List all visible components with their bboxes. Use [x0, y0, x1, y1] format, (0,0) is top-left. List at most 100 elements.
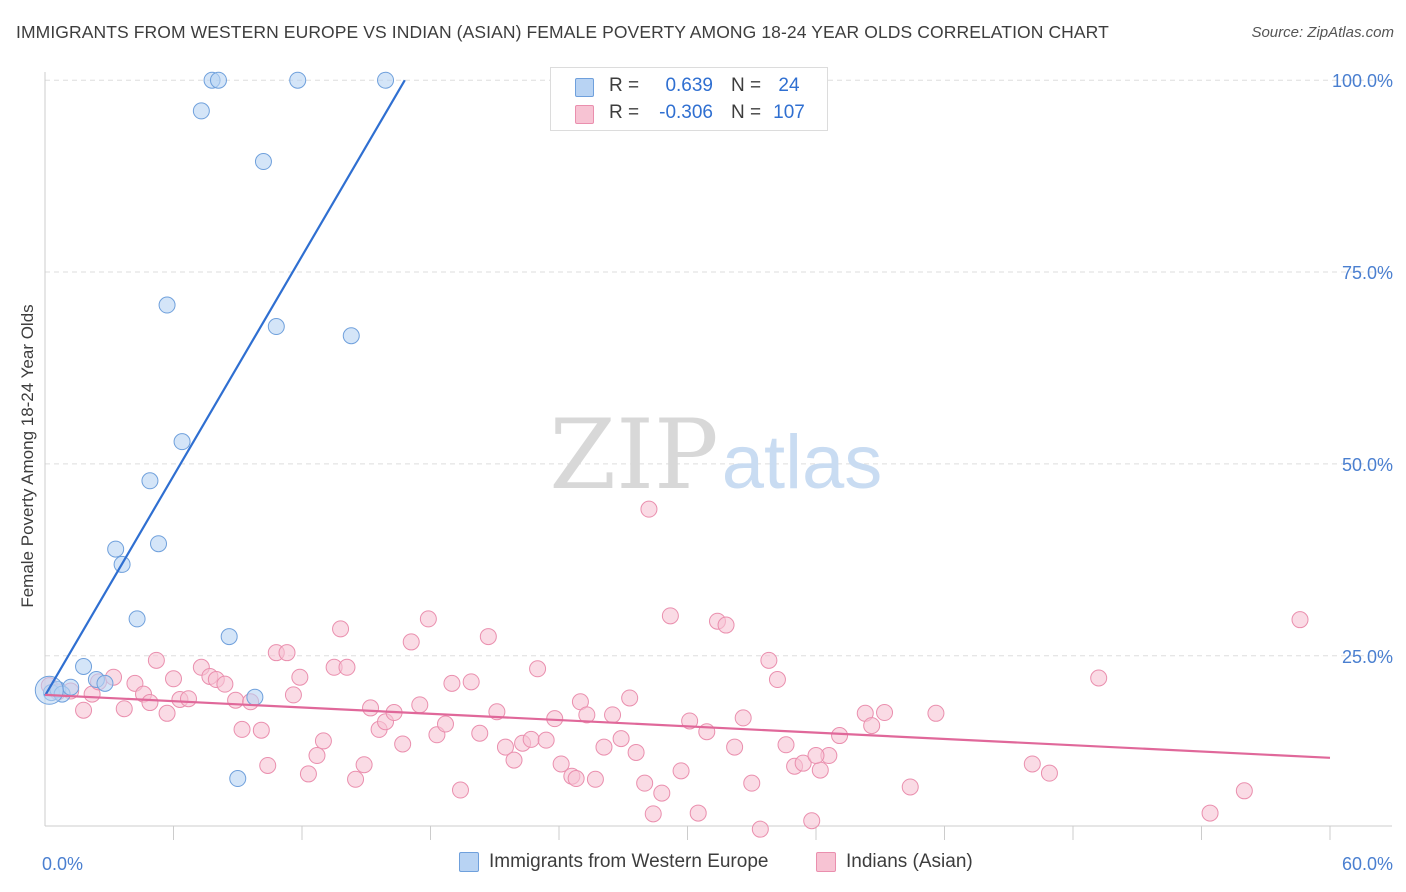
data-point [419, 610, 437, 628]
data-point [462, 673, 480, 691]
grid-lines [45, 79, 1392, 657]
data-point [768, 671, 786, 689]
stats-n-label: N = [731, 102, 762, 123]
data-point [150, 535, 168, 553]
chart-title: IMMIGRANTS FROM WESTERN EUROPE VS INDIAN… [16, 22, 1109, 42]
legend-label-indians: Indians (Asian) [846, 851, 973, 872]
data-point [254, 153, 272, 171]
data-point [362, 699, 380, 717]
x-tick-label: 60.0% [1342, 854, 1393, 874]
data-point [552, 755, 570, 773]
data-point [807, 747, 825, 765]
data-point [627, 743, 645, 761]
data-point [377, 71, 395, 89]
data-point [831, 727, 849, 745]
stats-swatch-western-europe [575, 78, 594, 97]
data-point [1090, 669, 1108, 687]
data-point [233, 720, 251, 738]
data-point [777, 736, 795, 754]
data-point [636, 774, 654, 792]
trend-line-western-europe [44, 79, 406, 697]
data-point [640, 500, 658, 518]
data-point [158, 296, 176, 314]
data-point [567, 770, 585, 788]
chart-legend: Immigrants from Western Europe Indians (… [0, 851, 1406, 879]
data-point [402, 633, 420, 651]
data-point [291, 668, 309, 686]
stats-row-indians: R = -0.306 N = 107 [551, 102, 827, 128]
data-point [436, 715, 454, 733]
data-point [278, 644, 296, 662]
data-point [394, 735, 412, 753]
data-point [578, 706, 596, 724]
data-point [612, 730, 630, 748]
data-point [158, 704, 176, 722]
stats-row-western-europe: R = 0.639 N = 24 [551, 75, 827, 101]
stats-r-label: R = [609, 75, 640, 96]
data-point [314, 732, 332, 750]
y-tick-label: 75.0% [1342, 263, 1393, 283]
y-tick-label: 50.0% [1342, 455, 1393, 475]
data-point [644, 805, 662, 823]
data-point [355, 756, 373, 774]
data-point [794, 754, 812, 772]
watermark: ZIP atlas [549, 399, 882, 511]
data-point [267, 318, 285, 336]
data-point [147, 651, 165, 669]
data-point [347, 770, 365, 788]
data-point [179, 690, 197, 708]
data-point [661, 607, 679, 625]
legend-item-indians[interactable]: Indians (Asian) [816, 851, 973, 873]
data-point [621, 689, 639, 707]
trend-line-indians [44, 693, 1331, 759]
legend-label-western-europe: Immigrants from Western Europe [489, 851, 769, 872]
data-point [1291, 611, 1309, 629]
data-point [471, 724, 489, 742]
data-point [411, 696, 429, 714]
tick-labels: 25.0% 50.0% 75.0% 100.0% 0.0% 60.0% [42, 71, 1393, 874]
legend-item-western-europe[interactable]: Immigrants from Western Europe [459, 851, 768, 873]
data-point [1235, 782, 1253, 800]
data-point [209, 71, 227, 89]
data-point [229, 770, 247, 788]
data-point [751, 820, 769, 838]
data-point [289, 71, 307, 89]
data-point [876, 704, 894, 722]
data-point [75, 657, 93, 675]
data-point [284, 686, 302, 704]
data-point [505, 751, 523, 769]
data-point [141, 472, 159, 490]
data-point [681, 712, 699, 730]
data-point [586, 770, 604, 788]
data-point [672, 762, 690, 780]
y-tick-label: 100.0% [1332, 71, 1393, 91]
data-point [443, 674, 461, 692]
data-point [689, 804, 707, 822]
stats-swatch-indians [575, 105, 594, 124]
stats-r-label: R = [609, 102, 640, 123]
stats-n-label: N = [731, 75, 762, 96]
data-point [496, 738, 514, 756]
data-point [342, 327, 360, 345]
data-point [451, 781, 469, 799]
data-point [1201, 804, 1219, 822]
data-point [811, 761, 829, 779]
data-point [173, 433, 191, 451]
data-point [259, 756, 277, 774]
legend-swatch-western-europe [459, 852, 479, 872]
data-point [1040, 764, 1058, 782]
data-point [522, 730, 540, 748]
data-point [62, 678, 80, 696]
data-point [216, 675, 234, 693]
data-point [653, 784, 671, 802]
watermark-zip: ZIP [549, 399, 718, 511]
data-point [299, 765, 317, 783]
data-point [604, 706, 622, 724]
correlation-stats-box: R = 0.639 N = 24 R = -0.306 N = 107 [550, 67, 828, 131]
chart-source: Source: ZipAtlas.com [1251, 24, 1394, 41]
data-point [927, 704, 945, 722]
data-point [192, 102, 210, 120]
stats-n-value: 24 [778, 75, 800, 96]
data-point [803, 812, 821, 830]
data-point [537, 731, 555, 749]
